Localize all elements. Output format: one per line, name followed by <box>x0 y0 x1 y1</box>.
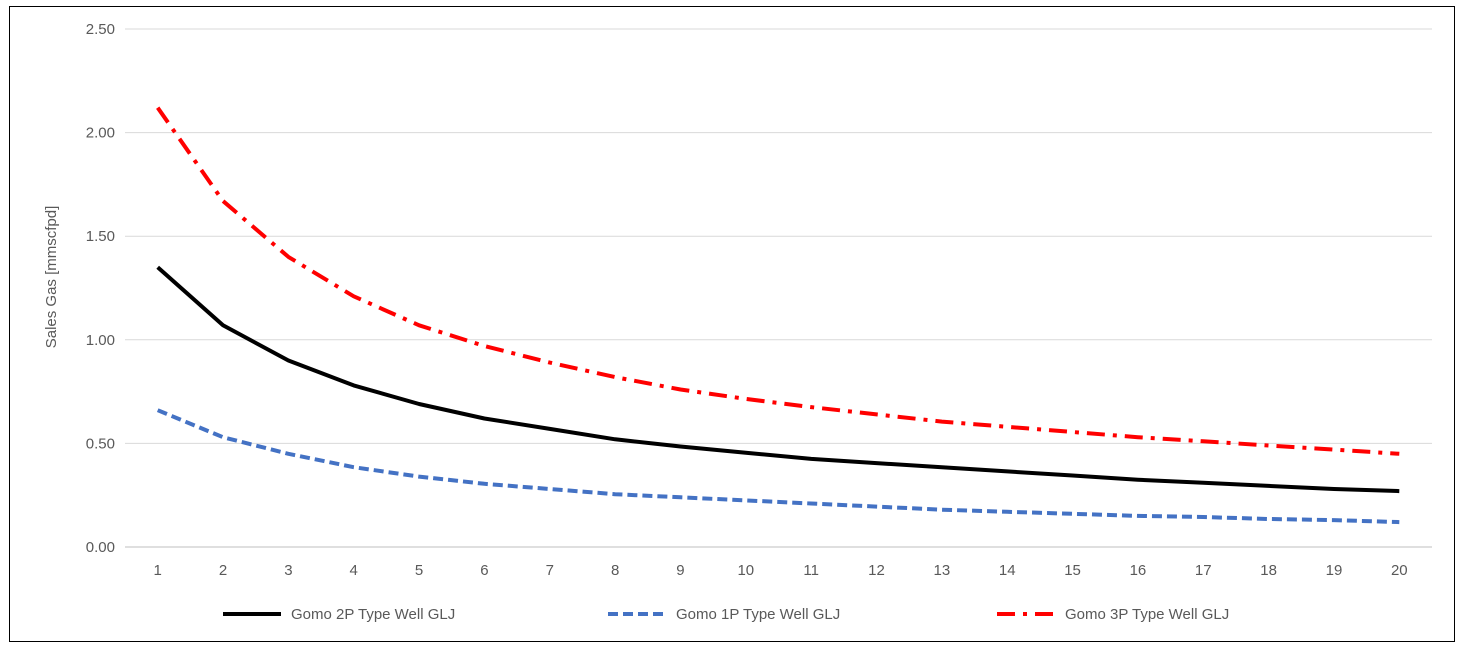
x-tick-label: 18 <box>1260 562 1277 579</box>
y-tick-label: 1.50 <box>86 228 115 245</box>
y-tick-label: 0.50 <box>86 435 115 452</box>
x-tick-label: 5 <box>415 562 423 579</box>
series-line-1 <box>156 265 1400 494</box>
x-tick-label: 17 <box>1195 562 1212 579</box>
y-tick-label: 2.00 <box>86 125 115 142</box>
x-tick-label: 20 <box>1391 562 1408 579</box>
x-tick-label: 13 <box>934 562 951 579</box>
x-tick-label: 12 <box>868 562 885 579</box>
y-tick-label: 1.00 <box>86 332 115 349</box>
x-tick-label: 2 <box>219 562 227 579</box>
legend-label-2: Gomo 1P Type Well GLJ <box>676 606 840 623</box>
x-tick-label: 1 <box>154 562 162 579</box>
x-tick-label: 11 <box>803 562 819 579</box>
x-tick-label: 8 <box>611 562 619 579</box>
x-tick-label: 4 <box>350 562 358 579</box>
legend: Gomo 2P Type Well GLJ Gomo 1P Type Well G… <box>223 606 1229 623</box>
x-tick-label: 15 <box>1064 562 1081 579</box>
x-tick-label: 14 <box>999 562 1016 579</box>
chart-frame: 0.00 0.50 1.00 1.50 2.00 2.50 1 2 3 4 5 6 7 8 9 10 11 12… <box>9 6 1455 642</box>
legend-label-1: Gomo 2P Type Well GLJ <box>291 606 455 623</box>
y-axis-label: Sales Gas [mmscfpd] <box>43 206 60 349</box>
x-tick-label: 9 <box>676 562 684 579</box>
x-tick-label: 10 <box>737 562 754 579</box>
series-lines <box>156 106 1400 525</box>
series-line-3 <box>156 106 1400 456</box>
x-tick-label: 3 <box>284 562 292 579</box>
series-line-2 <box>156 408 1400 525</box>
legend-label-3: Gomo 3P Type Well GLJ <box>1065 606 1229 623</box>
gridlines <box>125 28 1432 548</box>
y-tick-label: 0.00 <box>86 539 115 556</box>
y-tick-label: 2.50 <box>86 21 115 38</box>
x-tick-label: 16 <box>1130 562 1147 579</box>
x-tick-label: 7 <box>546 562 554 579</box>
x-tick-labels: 1 2 3 4 5 6 7 8 9 10 11 12 13 14 15 16 17 18 19 20 <box>154 562 1408 579</box>
line-chart: 0.000.501.001.502.002.50 1 2 3 4 5 6 7 8 9 10 11 12… <box>43 21 1432 623</box>
x-tick-label: 19 <box>1326 562 1343 579</box>
x-tick-label: 6 <box>480 562 488 579</box>
y-tick-labels: 0.00 0.50 1.00 1.50 2.00 2.50 <box>86 21 115 556</box>
